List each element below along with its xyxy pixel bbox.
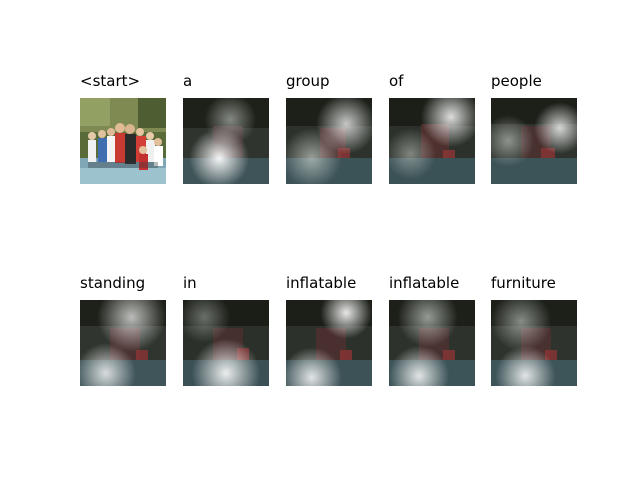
attention-map — [389, 300, 475, 386]
attention-map — [491, 98, 577, 184]
panel-word-label: <start> — [80, 72, 141, 90]
group-photo-image — [80, 98, 166, 184]
panel-word-label: group — [286, 72, 330, 90]
attention-overlay-image — [491, 300, 577, 386]
original-photo — [80, 98, 166, 184]
panel-word-label: standing — [80, 274, 146, 292]
panel-word-label: inflatable — [389, 274, 460, 292]
attention-map — [183, 300, 269, 386]
attention-map — [183, 98, 269, 184]
panel-word-label: inflatable — [286, 274, 357, 292]
attention-map — [286, 98, 372, 184]
panel-word-label: of — [389, 72, 404, 90]
attention-overlay-image — [286, 300, 372, 386]
panel-word-label: a — [183, 72, 193, 90]
panel-word-label: in — [183, 274, 197, 292]
attention-overlay-image — [389, 98, 475, 184]
attention-map — [80, 300, 166, 386]
attention-overlay-image — [286, 98, 372, 184]
attention-overlay-image — [389, 300, 475, 386]
attention-map — [389, 98, 475, 184]
panel-word-label: people — [491, 72, 542, 90]
attention-map — [286, 300, 372, 386]
attention-overlay-image — [80, 300, 166, 386]
attention-map — [491, 300, 577, 386]
attention-overlay-image — [183, 300, 269, 386]
attention-overlay-image — [491, 98, 577, 184]
attention-overlay-image — [183, 98, 269, 184]
panel-word-label: furniture — [491, 274, 556, 292]
